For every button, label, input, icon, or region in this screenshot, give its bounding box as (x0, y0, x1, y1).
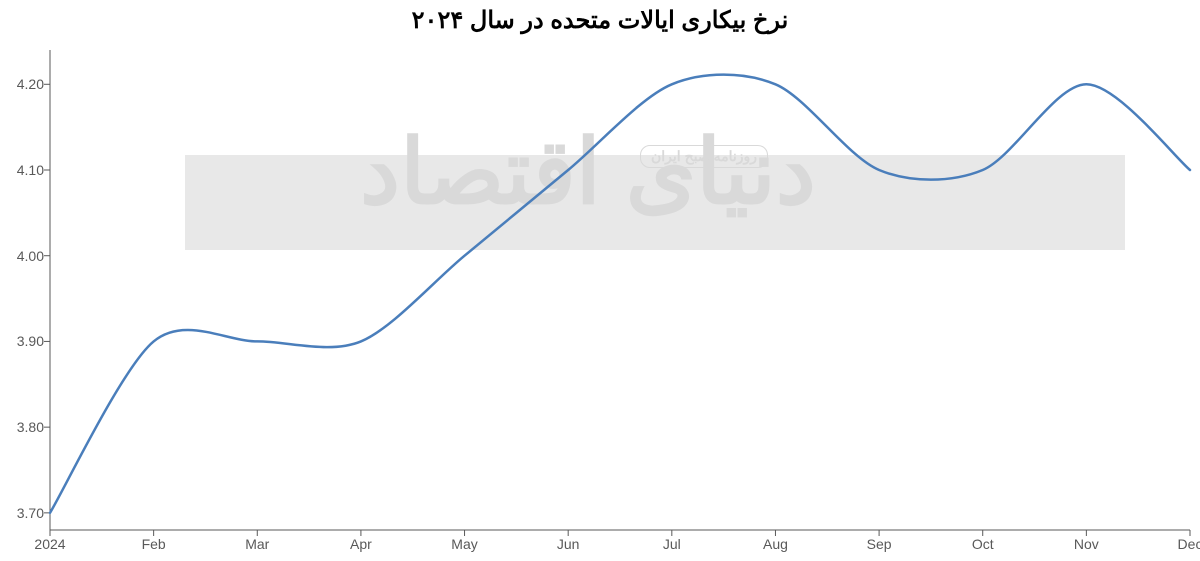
x-tick-label: Aug (763, 536, 788, 552)
x-tick-label: Oct (972, 536, 994, 552)
x-tick-label: Mar (245, 536, 269, 552)
x-tick-label: Apr (350, 536, 372, 552)
chart-title: نرخ بیکاری ایالات متحده در سال ۲۰۲۴ (0, 6, 1200, 35)
x-tick-label: Feb (142, 536, 166, 552)
y-tick-label: 4.10 (17, 162, 44, 178)
plot-area: 3.703.803.904.004.104.202024FebMarAprMay… (50, 50, 1190, 530)
y-tick-label: 4.00 (17, 248, 44, 264)
x-tick-label: Jul (663, 536, 681, 552)
y-tick-label: 4.20 (17, 76, 44, 92)
y-tick-label: 3.90 (17, 333, 44, 349)
y-tick-label: 3.80 (17, 419, 44, 435)
x-tick-label: May (451, 536, 477, 552)
chart-container: نرخ بیکاری ایالات متحده در سال ۲۰۲۴ دنیا… (0, 0, 1200, 561)
x-tick-label: Jun (557, 536, 580, 552)
unemployment-line (50, 75, 1190, 513)
y-tick-label: 3.70 (17, 505, 44, 521)
x-tick-label: 2024 (34, 536, 65, 552)
x-tick-label: Dec (1178, 536, 1200, 552)
x-tick-label: Sep (867, 536, 892, 552)
x-tick-label: Nov (1074, 536, 1099, 552)
chart-svg (50, 50, 1190, 530)
